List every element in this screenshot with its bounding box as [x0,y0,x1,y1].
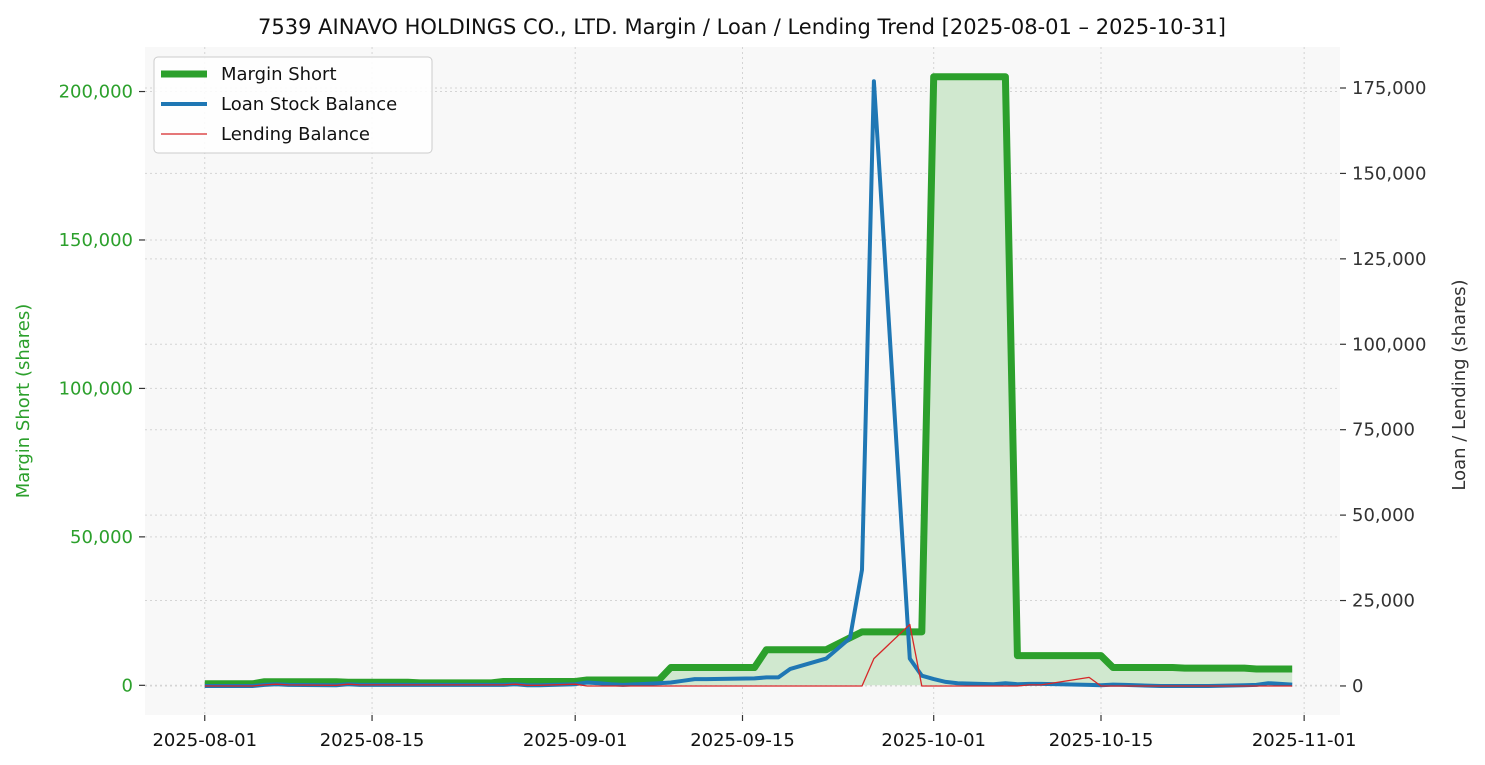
legend-label-loan-stock-balance: Loan Stock Balance [221,94,397,115]
y-tick-label-right: 150,000 [1352,163,1426,184]
y-tick-label-left: 50,000 [70,527,133,548]
x-tick-label: 2025-11-01 [1252,730,1357,751]
y-tick-label-right: 100,000 [1352,334,1426,355]
series-layer [204,73,1293,688]
x-tick-label: 2025-09-15 [690,730,795,751]
x-tick-label: 2025-08-15 [320,730,425,751]
x-tick-label: 2025-09-01 [523,730,628,751]
y-tick-label-right: 75,000 [1352,420,1415,441]
y-tick-label-right: 0 [1352,676,1363,697]
y-tick-label-left: 200,000 [59,82,133,103]
legend-label-lending-balance: Lending Balance [221,124,370,145]
y-axis-label-right: Loan / Lending (shares) [1449,279,1470,490]
y-tick-label-right: 175,000 [1352,78,1426,99]
y-tick-label-right: 50,000 [1352,505,1415,526]
chart-title: 7539 AINAVO HOLDINGS CO., LTD. Margin / … [258,15,1226,39]
series-line-lending-balance [204,623,1293,687]
grid [145,47,1340,715]
x-tick-label: 2025-10-01 [881,730,986,751]
x-tick-label: 2025-08-01 [152,730,257,751]
y-tick-label-right: 125,000 [1352,249,1426,270]
y-tick-label-left: 0 [122,675,133,696]
legend-label-margin-short: Margin Short [221,64,337,85]
y-tick-label-left: 100,000 [59,378,133,399]
y-tick-label-right: 25,000 [1352,591,1415,612]
series-line-margin-short [204,73,1293,688]
y-axis-label-left: Margin Short (shares) [13,304,34,499]
legend-box [153,56,433,154]
axes: 0 50,000 100,000 150,000 200,000 0 25,000 50,00… [59,78,1427,751]
legend: Margin Short Loan Stock Balance Lending … [153,56,433,154]
y-tick-label-left: 150,000 [59,230,133,251]
x-tick-label: 2025-10-15 [1049,730,1154,751]
